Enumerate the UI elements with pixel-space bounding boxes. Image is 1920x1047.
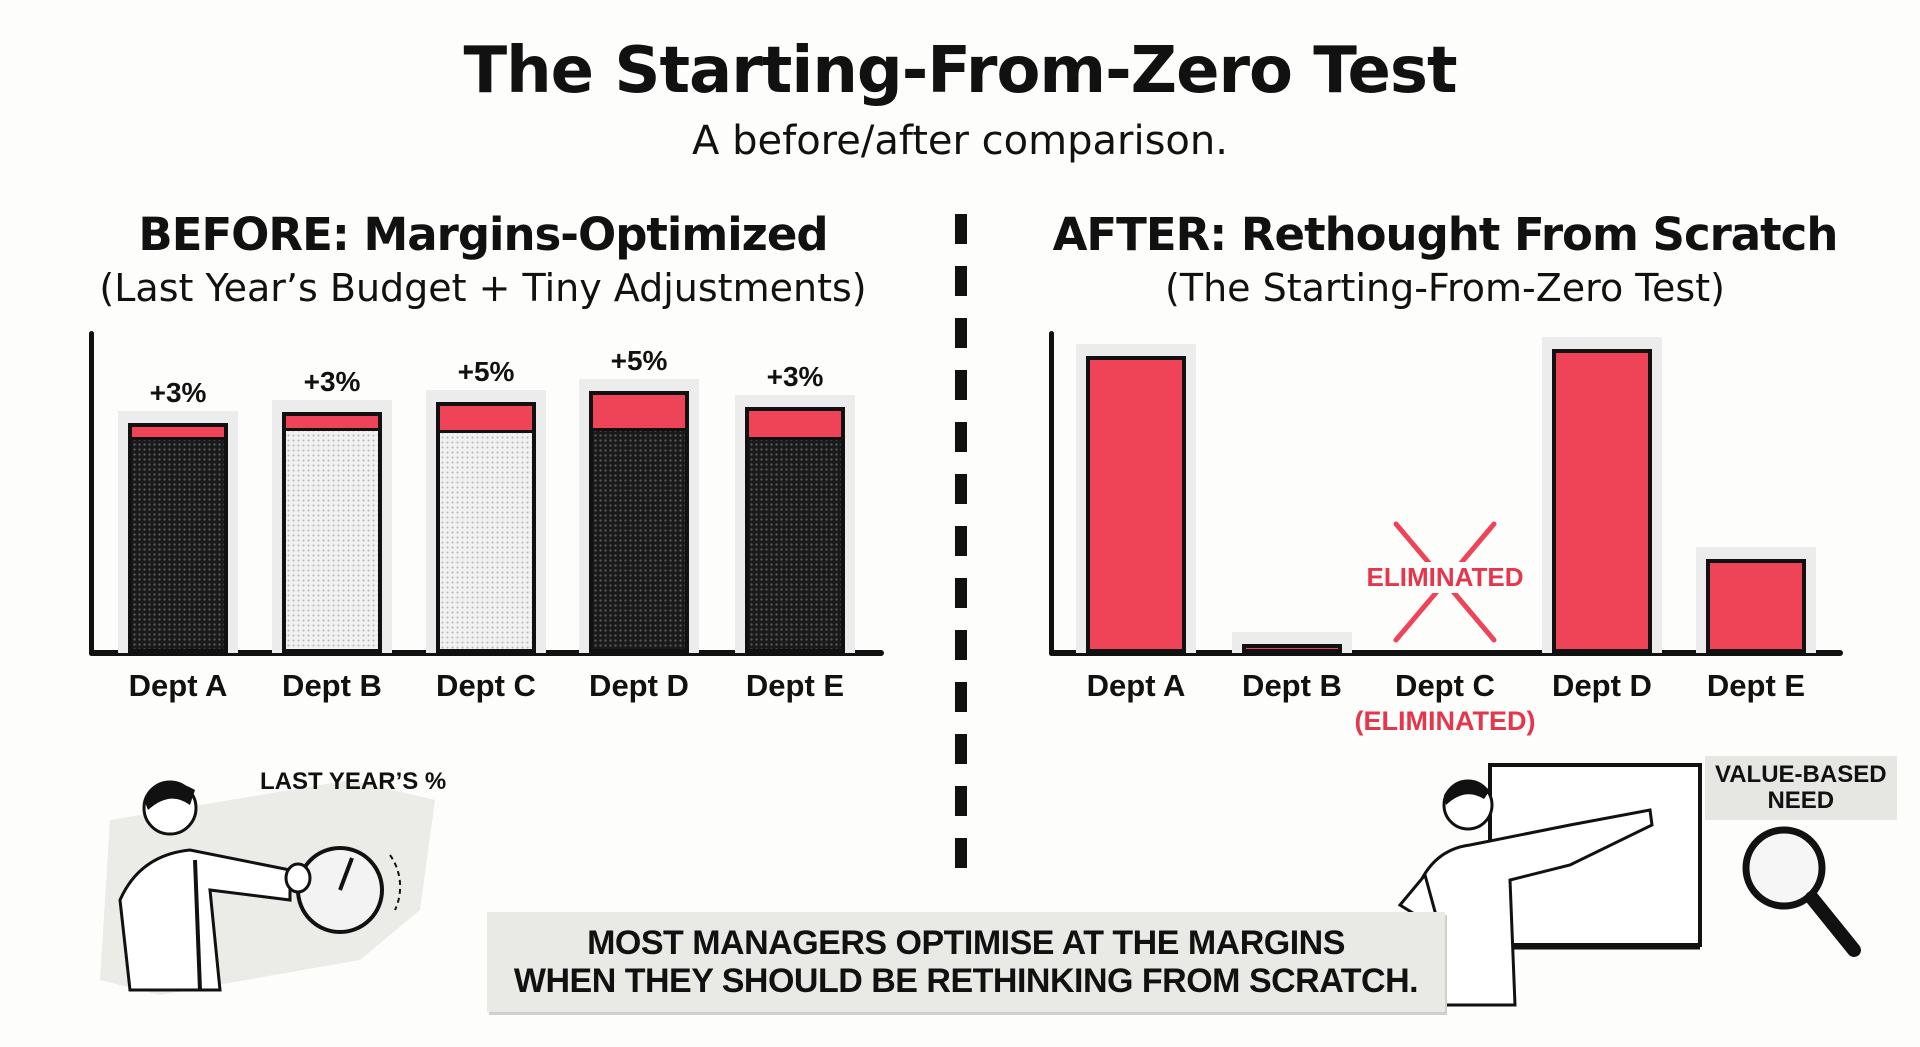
bar-increment-segment xyxy=(440,406,532,433)
bar-base-segment xyxy=(440,429,532,649)
data-label: +5% xyxy=(610,344,668,376)
bar-dept-e xyxy=(745,406,845,653)
bar-increment-segment xyxy=(749,410,841,440)
x-tick-label: Dept E xyxy=(1706,668,1806,703)
bar-dept-e xyxy=(1706,558,1806,653)
data-label: +5% xyxy=(457,356,515,388)
data-label: +3% xyxy=(766,360,824,392)
takeaway-banner: MOST MANAGERS OPTIMISE AT THE MARGINS WH… xyxy=(487,912,1445,1012)
x-tick-label: Dept A xyxy=(128,668,228,703)
after-title: AFTER: Rethought From Scratch xyxy=(1052,208,1839,261)
x-tick-label: Dept A xyxy=(1086,668,1186,703)
manager-dial-illustration xyxy=(100,780,435,995)
value-based-need-line2: NEED xyxy=(1767,787,1835,814)
after-subtitle: (The Starting-From-Zero Test) xyxy=(1165,266,1725,310)
bar-increment-segment xyxy=(593,394,685,431)
bar-fill xyxy=(1246,647,1338,649)
value-based-need-tag: VALUE-BASED NEED xyxy=(1705,756,1897,820)
x-tick-label: Dept C xyxy=(1395,668,1495,703)
value-based-need-line1: VALUE-BASED xyxy=(1715,761,1887,788)
bar-dept-c xyxy=(436,402,536,653)
dashed-divider xyxy=(955,214,967,874)
eliminated-marker-label: ELIMINATED xyxy=(1364,562,1526,593)
bar-dept-a xyxy=(128,423,228,653)
x-axis xyxy=(89,650,884,656)
bar-dept-d xyxy=(1552,349,1652,653)
last-years-percent-tag: LAST YEAR’S % xyxy=(260,768,447,795)
x-tick-label: Dept D xyxy=(589,668,689,703)
x-tick-label: Dept B xyxy=(282,668,382,703)
x-tick-label: Dept B xyxy=(1242,668,1342,703)
before-subtitle: (Last Year’s Budget + Tiny Adjustments) xyxy=(99,266,867,310)
bar-fill xyxy=(1556,353,1648,649)
bar-base-segment xyxy=(749,436,841,649)
bar-base-segment xyxy=(132,436,224,649)
data-label: +3% xyxy=(149,377,207,408)
banner-line-1: MOST MANAGERS OPTIMISE AT THE MARGINS xyxy=(587,924,1345,962)
banner-line-2: WHEN THEY SHOULD BE RETHINKING FROM SCRA… xyxy=(513,962,1419,1000)
y-axis xyxy=(89,331,94,656)
bar-dept-d xyxy=(589,390,689,653)
y-axis xyxy=(1049,331,1054,656)
bar-fill xyxy=(1090,360,1182,649)
bar-base-segment xyxy=(593,427,685,649)
bar-increment-segment xyxy=(286,415,378,431)
x-tick-label: Dept D xyxy=(1552,668,1652,703)
x-tick-label: Dept E xyxy=(745,668,845,703)
eliminated-sublabel: (ELIMINATED) xyxy=(1354,706,1536,736)
page-title: The Starting-From-Zero Test xyxy=(463,34,1457,108)
data-label: +3% xyxy=(303,365,361,397)
x-tick-label: Dept C xyxy=(436,668,536,703)
bar-fill xyxy=(1710,562,1802,649)
x-axis xyxy=(1049,650,1843,656)
bar-dept-b xyxy=(282,411,382,653)
magnifying-glass-icon xyxy=(1742,826,1861,957)
bar-base-segment xyxy=(286,427,378,649)
before-title: BEFORE: Margins-Optimized xyxy=(138,208,828,261)
bar-dept-a xyxy=(1086,356,1186,653)
page-subtitle: A before/after comparison. xyxy=(692,118,1228,164)
bar-increment-segment xyxy=(132,427,224,440)
bar-dept-b xyxy=(1242,643,1342,653)
